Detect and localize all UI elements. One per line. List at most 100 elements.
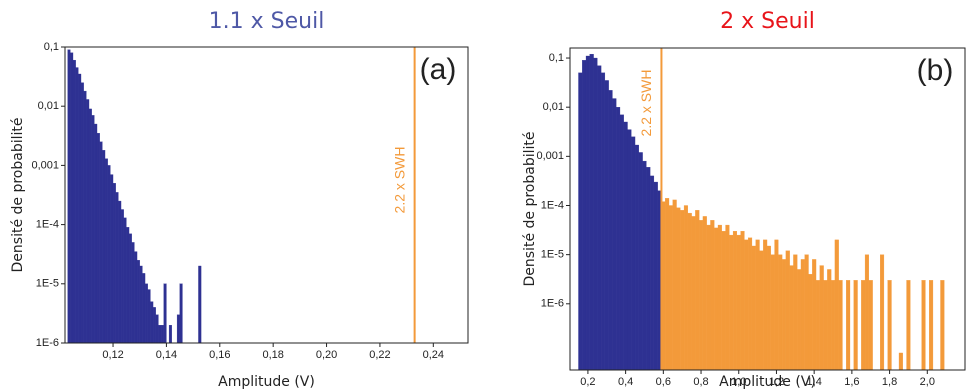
chart-title: 2 x Seuil	[720, 9, 815, 34]
y-axis-label: Densité de probabilité	[10, 118, 26, 273]
histogram-bar	[582, 60, 587, 371]
histogram-bar	[815, 280, 820, 371]
histogram-bar	[868, 280, 873, 371]
x-tick-label: 1,4	[807, 376, 822, 388]
histogram-bar	[819, 265, 824, 371]
panel-label: (b)	[917, 54, 954, 87]
histogram-bar	[793, 254, 798, 371]
histogram-bar	[616, 107, 621, 371]
histogram-bar	[126, 227, 130, 344]
histogram-bar	[714, 227, 719, 371]
histogram-bar	[683, 205, 688, 371]
histogram-bar	[695, 210, 700, 371]
histogram-bar	[887, 280, 892, 371]
histogram-bar	[623, 121, 628, 371]
histogram-bar	[152, 307, 156, 344]
histogram-bar	[898, 352, 903, 371]
histogram-bar	[136, 260, 140, 344]
histogram-bar	[834, 239, 839, 371]
histogram-bar	[627, 129, 632, 371]
histogram-bar	[634, 144, 639, 371]
x-tick-label: 0,4	[618, 376, 633, 388]
histogram-bar	[672, 199, 677, 371]
histogram-bar	[115, 192, 119, 344]
histogram-bar	[706, 224, 711, 371]
histogram-bar	[668, 205, 673, 371]
histogram-bar	[638, 152, 643, 371]
histogram-bar	[150, 301, 154, 344]
histogram-bar	[179, 283, 183, 344]
histogram-bar	[631, 136, 636, 371]
histogram-bar	[91, 115, 95, 344]
histogram-bar	[578, 72, 583, 371]
x-tick-label: 2,0	[920, 376, 935, 388]
y-tick-label: 1E-4	[36, 219, 59, 231]
histogram-bar	[740, 231, 745, 371]
x-tick-label: 0,22	[369, 349, 390, 361]
histogram-bar	[99, 141, 103, 344]
histogram-bar	[642, 160, 647, 371]
y-tick-label: 0,001	[31, 159, 59, 171]
histogram-bar	[804, 254, 809, 371]
histogram-bar	[827, 269, 832, 371]
histogram-bar	[120, 209, 124, 344]
histogram-bar	[104, 158, 108, 344]
histogram-bar	[70, 52, 74, 344]
histogram-bar	[864, 254, 869, 371]
histogram-bar	[846, 280, 851, 371]
histogram-bar	[830, 280, 836, 371]
histogram-bar	[67, 49, 71, 344]
histogram-bar	[699, 220, 704, 371]
histogram-bar	[123, 217, 127, 344]
histogram-bar	[139, 265, 143, 344]
histogram-bar	[176, 314, 180, 344]
y-axis-label: Densité de probabilité	[522, 132, 538, 287]
histogram-bar	[131, 242, 135, 344]
histogram-bar	[80, 82, 84, 344]
histogram-bar	[736, 234, 741, 371]
histogram-bar	[585, 55, 590, 371]
x-tick-label: 1,2	[769, 376, 784, 388]
y-tick-label: 0,1	[549, 52, 564, 64]
histogram-bar	[612, 98, 617, 371]
histogram-bar	[797, 269, 802, 371]
histogram-bar	[128, 233, 132, 344]
histogram-bar	[789, 265, 794, 371]
histogram-bar	[929, 280, 934, 371]
y-tick-label: 0,1	[44, 41, 59, 53]
histogram-bar	[759, 250, 764, 371]
histogram-bar	[880, 254, 885, 371]
histogram-bar	[589, 53, 594, 371]
histogram-bar	[785, 250, 790, 371]
histogram-bar	[717, 224, 722, 371]
panel-label: (a)	[420, 53, 457, 86]
histogram-bar	[725, 224, 730, 371]
y-tick-label: 0,01	[38, 100, 59, 112]
x-tick-label: 0,2	[580, 376, 595, 388]
histogram-bar	[906, 280, 911, 371]
x-tick-label: 0,24	[423, 349, 444, 361]
x-tick-label: 1,6	[844, 376, 859, 388]
histogram-bar	[619, 114, 624, 371]
y-tick-label: 1E-5	[541, 249, 564, 261]
histogram-bar	[147, 289, 151, 344]
histogram-bar	[861, 280, 866, 371]
histogram-bar	[763, 239, 768, 371]
x-axis-label: Amplitude (V)	[719, 374, 816, 390]
histogram-bar	[649, 175, 655, 371]
histogram-bar	[86, 99, 90, 344]
y-tick-label: 1E-4	[541, 199, 564, 211]
histogram-bar	[102, 150, 106, 344]
histogram-bar	[597, 65, 602, 371]
histogram-bar	[721, 231, 726, 371]
histogram-bar	[112, 183, 116, 344]
x-axis-label: Amplitude (V)	[218, 374, 315, 390]
threshold-label: 2.2 x SWH	[638, 70, 654, 137]
x-tick-label: 0,18	[262, 349, 283, 361]
histogram-bar	[134, 251, 138, 344]
histogram-bar	[198, 265, 202, 344]
histogram-bar	[676, 207, 681, 371]
histogram-bar	[600, 72, 606, 371]
y-tick-label: 0,001	[536, 150, 564, 162]
histogram-bar	[96, 133, 100, 344]
